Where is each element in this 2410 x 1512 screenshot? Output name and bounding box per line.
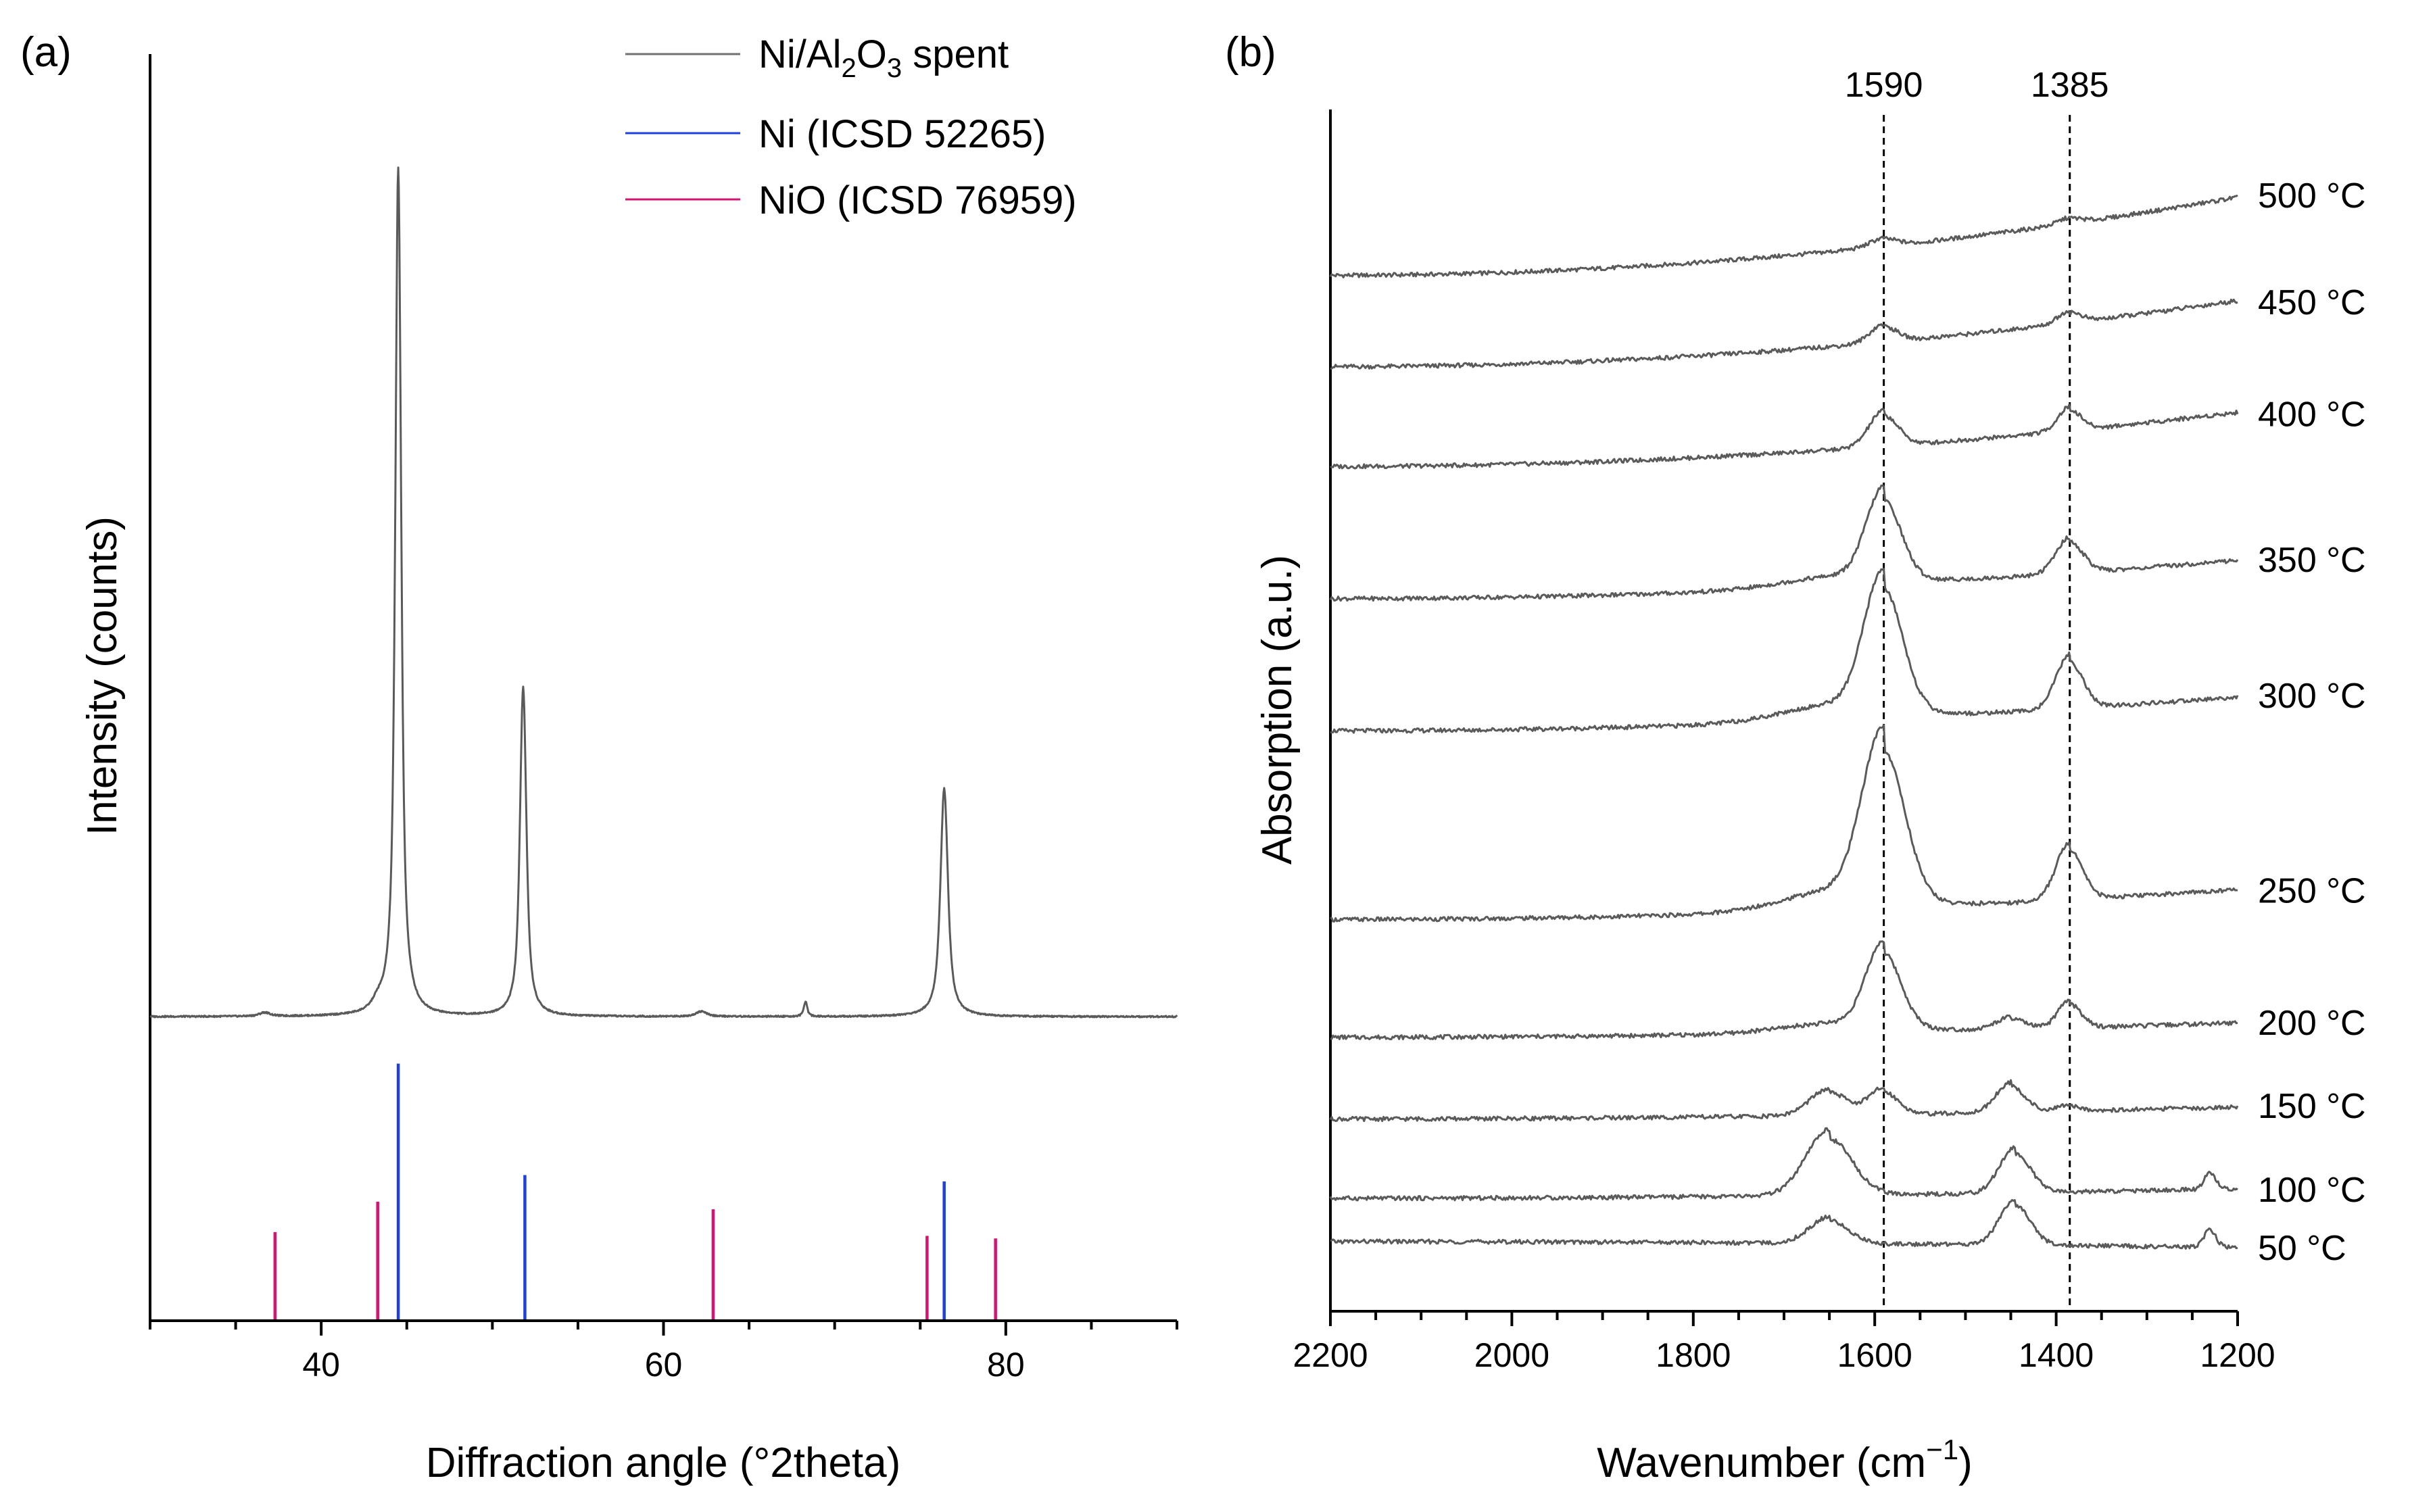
panel-b: (b) 2200 2000 1800 1600 1400 1200 1590 1385 50… [1225, 29, 2366, 1486]
x-tick-label: 80 [987, 1346, 1025, 1384]
panel-b-y-axis-label: Absorption (a.u.) [1254, 555, 1301, 864]
temperature-label: 500 °C [2258, 176, 2366, 216]
temperature-label: 50 °C [2258, 1229, 2346, 1268]
x-tick-label: 1400 [2019, 1336, 2094, 1374]
temperature-label: 450 °C [2258, 283, 2366, 322]
panel-b-x-ticks: 2200 2000 1800 1600 1400 1200 [1293, 1311, 2275, 1374]
ir-spectrum-line [1330, 404, 2239, 470]
x-tick-label: 2200 [1293, 1336, 1368, 1374]
panel-a-legend: Ni/Al2O3 spent Ni (ICSD 52265) NiO (ICSD… [625, 32, 1077, 222]
temperature-label: 300 °C [2258, 677, 2366, 716]
panel-b-label: (b) [1225, 29, 1276, 76]
panel-a: (a) 40 60 80 Ni/Al2O3 spent Ni (ICSD 52265… [20, 29, 1178, 1486]
panel-a-x-axis-label: Diffraction angle (°2theta) [426, 1440, 901, 1486]
temperature-label: 100 °C [2258, 1171, 2366, 1210]
x-tick-label: 1600 [1837, 1336, 1912, 1374]
ir-spectrum-line [1330, 1198, 2238, 1250]
panel-a-label: (a) [20, 29, 72, 76]
ir-spectrum-line [1330, 940, 2238, 1040]
panel-a-x-ticks: 40 60 80 [149, 1321, 1178, 1384]
legend-label-nio: NiO (ICSD 76959) [758, 178, 1077, 222]
legend-label-ni: Ni (ICSD 52265) [758, 112, 1046, 156]
temperature-label: 150 °C [2258, 1087, 2366, 1126]
panel-b-temperature-labels: 500 °C 450 °C 400 °C 350 °C 300 °C 250 °C 200 … [2258, 176, 2366, 1268]
x-tick-label: 1200 [2200, 1336, 2275, 1374]
ir-spectrum-line [1330, 724, 2238, 923]
peak-label: 1385 [2031, 66, 2109, 105]
legend-label-spent: Ni/Al2O3 spent [758, 32, 1009, 83]
x-tick-label: 2000 [1474, 1336, 1549, 1374]
xrd-pattern-line [149, 166, 1178, 1019]
ir-spectrum-line [1329, 484, 2239, 602]
panel-b-x-axis-label: Wavenumber (cm−1) [1597, 1434, 1972, 1486]
ir-spectrum-line [1329, 1127, 2238, 1202]
ir-spectrum-line [1330, 568, 2239, 734]
temperature-label: 250 °C [2258, 871, 2366, 910]
x-tick-label: 40 [302, 1346, 340, 1384]
ir-spectrum-line [1330, 298, 2238, 370]
temperature-label: 200 °C [2258, 1004, 2366, 1043]
temperature-label: 350 °C [2258, 541, 2366, 580]
x-tick-label: 60 [645, 1346, 683, 1384]
peak-label: 1590 [1845, 66, 1923, 105]
panel-b-spectra [1329, 194, 2239, 1250]
panel-a-reference-sticks [273, 1063, 997, 1319]
temperature-label: 400 °C [2258, 395, 2366, 435]
panel-a-y-axis-label: Intensity (counts) [79, 516, 126, 835]
x-tick-label: 1800 [1656, 1336, 1731, 1374]
ir-spectrum-line [1329, 194, 2238, 278]
panel-b-reference-lines: 1590 1385 [1845, 66, 2109, 1311]
ir-spectrum-line [1329, 1079, 2239, 1123]
